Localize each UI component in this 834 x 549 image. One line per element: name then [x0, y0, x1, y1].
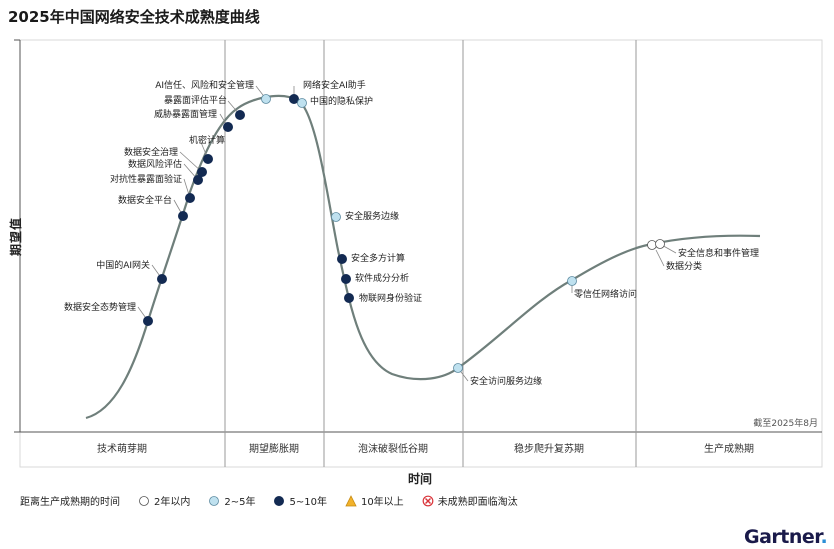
technology-points: 数据安全态势管理 中国的AI网关 数据安全平台 对抗性暴露面验证 数据风险评估 …: [64, 79, 759, 387]
marker-light: [261, 94, 271, 104]
tech-label: 数据分类: [666, 260, 702, 272]
legend-title: 距离生产成熟期的时间: [20, 497, 120, 508]
marker-dark: [337, 254, 347, 264]
marker-dark: [344, 293, 354, 303]
legend-marker-light: [209, 495, 220, 506]
tech-point-ctem[interactable]: 威胁暴露面管理: [154, 108, 233, 132]
phase-label: 生产成熟期: [704, 442, 754, 455]
tech-label: 安全服务边缘: [345, 210, 399, 222]
legend-marker-triangle: [345, 494, 357, 506]
marker-white: [655, 239, 665, 249]
tech-point-china-privacy[interactable]: 中国的隐私保护: [297, 95, 374, 108]
tech-point-ai-trism[interactable]: AI信任、风险和安全管理 暴露面评估平台: [155, 79, 271, 106]
tech-label: 物联网身份验证: [359, 292, 422, 304]
marker-light: [453, 363, 463, 373]
tech-point-confidential-computing[interactable]: 机密计算: [189, 134, 225, 164]
phase-label: 技术萌芽期: [97, 442, 147, 455]
tech-label: 软件成分分析: [355, 272, 409, 284]
marker-dark: [185, 193, 195, 203]
marker-light: [297, 98, 307, 108]
tech-label: 安全访问服务边缘: [470, 375, 542, 387]
tech-label: AI信任、风险和安全管理: [155, 79, 254, 91]
gartner-logo: Gartner.: [744, 526, 828, 548]
legend-item: 2~5年: [208, 493, 255, 508]
plot-area-frame: [19, 39, 823, 468]
tech-label: 零信任网络访问: [574, 288, 637, 300]
legend-item: 5~10年: [273, 493, 327, 508]
phase-label: 泡沫破裂低谷期: [358, 442, 428, 455]
tech-point-eap[interactable]: [227, 100, 245, 120]
marker-dark: [203, 154, 213, 164]
tech-label: 安全多方计算: [351, 252, 405, 264]
legend: 距离生产成熟期的时间 2年以内 2~5年 5~10年 10年以上 未成熟即面临淘…: [20, 493, 518, 508]
tech-point-data-security-platform[interactable]: 数据安全平台: [118, 194, 188, 221]
marker-dark: [197, 167, 207, 177]
tech-point-dspm[interactable]: 数据安全态势管理: [64, 301, 153, 326]
tech-point-data-classification[interactable]: 数据分类: [655, 249, 702, 272]
tech-label: 数据安全治理: [124, 146, 178, 158]
tech-label: 中国的AI网关: [96, 259, 150, 271]
tech-label: 安全信息和事件管理: [678, 247, 759, 259]
chart-title: 2025年中国网络安全技术成熟度曲线: [8, 8, 260, 26]
tech-point-data-risk-assessment[interactable]: 数据风险评估: [128, 158, 203, 185]
tech-point-aev[interactable]: 对抗性暴露面验证: [110, 173, 195, 203]
tech-point-ai-gateway[interactable]: 中国的AI网关: [96, 259, 167, 284]
tech-label: 数据安全平台: [118, 194, 172, 206]
tech-point-mpc[interactable]: 安全多方计算: [337, 252, 406, 264]
marker-white: [647, 240, 657, 250]
tech-label: 数据风险评估: [128, 158, 182, 170]
tech-label: 威胁暴露面管理: [154, 108, 217, 120]
marker-dark: [143, 316, 153, 326]
x-axis-label: 时间: [408, 472, 433, 486]
legend-item: 未成熟即面临淘汰: [422, 493, 518, 508]
marker-light: [331, 212, 341, 222]
phase-label: 期望膨胀期: [249, 442, 299, 455]
marker-dark: [178, 211, 188, 221]
legend-item: 10年以上: [345, 493, 404, 508]
marker-light: [567, 276, 577, 286]
legend-marker-dark: [274, 495, 285, 506]
tech-label: 中国的隐私保护: [310, 95, 373, 107]
tech-point-sca[interactable]: 软件成分分析: [341, 272, 410, 284]
legend-marker-cross: [422, 495, 434, 506]
tech-point-iot-auth[interactable]: 物联网身份验证: [344, 292, 423, 304]
tech-point-copilot[interactable]: 网络安全AI助手: [289, 79, 366, 104]
tech-label: 数据安全态势管理: [64, 301, 136, 313]
tech-point-siem[interactable]: 安全信息和事件管理: [647, 239, 760, 260]
tech-point-ztna[interactable]: 零信任网络访问: [567, 276, 638, 301]
legend-marker-white: [139, 495, 149, 506]
tech-label: 对抗性暴露面验证: [110, 173, 182, 185]
legend-item: 2年以内: [138, 493, 190, 508]
tech-label: 机密计算: [189, 134, 225, 146]
y-axis-label: 期望值: [9, 216, 24, 257]
hype-curve: [85, 94, 761, 420]
phase-label: 稳步爬升复苏期: [514, 442, 584, 455]
marker-dark: [289, 94, 299, 104]
tech-point-data-security-governance[interactable]: 数据安全治理: [124, 146, 207, 177]
marker-dark: [341, 274, 351, 284]
as-of-note: 截至2025年8月: [753, 417, 818, 429]
marker-dark: [235, 110, 245, 120]
tech-point-sse[interactable]: 安全服务边缘: [331, 210, 400, 222]
marker-dark: [193, 175, 203, 185]
tech-point-sase[interactable]: 安全访问服务边缘: [453, 363, 543, 388]
tech-label: 网络安全AI助手: [303, 79, 366, 91]
marker-dark: [223, 122, 233, 132]
marker-dark: [157, 274, 167, 284]
tech-label: 暴露面评估平台: [164, 94, 227, 106]
